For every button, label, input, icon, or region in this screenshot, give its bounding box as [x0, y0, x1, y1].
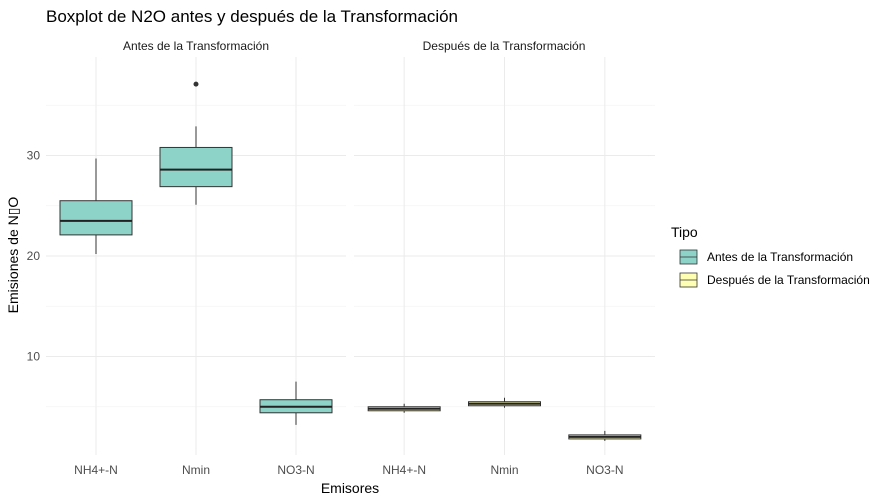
x-tick-label: Nmin: [182, 463, 210, 477]
legend: Tipo Antes de la Transformación Después d…: [671, 224, 870, 288]
panel-strip-despues: Después de la Transformación: [423, 39, 586, 53]
panel-antes: Antes de la Transformación NH4+-N Nmin NO3…: [46, 39, 346, 477]
panel-despues: Después de la Transformación NH4+-N Nmin N…: [354, 39, 655, 477]
x-tick-label: NH4+-N: [382, 463, 426, 477]
legend-label: Después de la Transformación: [707, 273, 870, 287]
legend-label: Antes de la Transformación: [707, 250, 853, 264]
panel-grid: [354, 57, 655, 455]
boxplot-nmin: [159, 81, 233, 205]
y-axis-title: Emisiones de N▯O: [5, 197, 21, 314]
legend-entry: Antes de la Transformación: [679, 249, 853, 265]
outlier-point: [193, 81, 199, 87]
boxplot-nmin: [468, 397, 541, 408]
x-tick-label: NO3-N: [277, 463, 314, 477]
chart-title: Boxplot de N2O antes y después de la Tra…: [46, 7, 458, 26]
box-iqr: [59, 200, 133, 236]
y-tick-label: 30: [27, 148, 41, 162]
legend-title: Tipo: [671, 224, 698, 240]
box-iqr: [159, 146, 233, 188]
x-tick-label: NO3-N: [586, 463, 623, 477]
boxplot-nh4-n: [367, 403, 441, 413]
legend-entries: Antes de la Transformación Después de la …: [679, 249, 870, 288]
boxplot-no3-n: [259, 381, 333, 425]
y-tick-label: 10: [27, 350, 41, 364]
x-tick-label: NH4+-N: [74, 463, 118, 477]
y-axis-ticks: 10 20 30: [27, 148, 41, 363]
boxplot-no3-n: [568, 430, 642, 441]
legend-entry: Después de la Transformación: [679, 272, 870, 288]
x-tick-label: Nmin: [490, 463, 518, 477]
y-tick-label: 20: [27, 249, 41, 263]
panel-strip-antes: Antes de la Transformación: [123, 39, 269, 53]
x-axis-title: Emisores: [321, 480, 379, 496]
boxplot-nh4-n: [59, 158, 133, 254]
panel-grid: [46, 57, 346, 455]
